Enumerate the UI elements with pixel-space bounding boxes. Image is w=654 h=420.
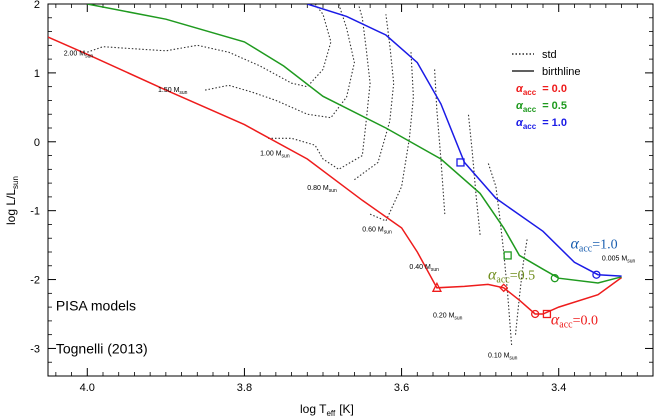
legend-label: std	[542, 49, 557, 61]
std-track-0.80	[354, 14, 395, 181]
legend: std birthline αacc = 0.0 αacc = 0.5 αacc = 1.0	[512, 49, 581, 131]
mass-label: 0.40 Msun	[409, 264, 439, 273]
y-tick-label: 2	[34, 0, 40, 11]
y-axis: -3 -2 -1 0 1 2	[30, 0, 653, 363]
curve-annotation: αacc=0.5	[488, 267, 535, 286]
std-track-1.50	[204, 4, 355, 119]
annotations: PISA models Tognelli (2013)	[56, 298, 148, 357]
std-tracks	[87, 4, 528, 346]
std-track-1.00	[268, 4, 371, 170]
curve-annotation: αacc=0.0	[551, 311, 598, 330]
std-track-0.40	[434, 69, 446, 215]
mass-label: 0.60 Msun	[362, 226, 392, 235]
curve-annotation: αacc=1.0	[571, 236, 618, 255]
marker-square	[456, 158, 465, 167]
y-tick-label: 0	[34, 137, 40, 149]
plot-frame	[47, 3, 654, 377]
legend-label: αacc = 1.0	[516, 117, 567, 131]
x-tick-label: 3.4	[551, 382, 566, 394]
y-tick-label: -1	[30, 206, 40, 218]
mass-label: 1.50 Msun	[158, 87, 188, 96]
legend-label: αacc = 0.5	[516, 100, 567, 114]
mass-label: 0.005 Msun	[602, 255, 636, 264]
birthline-series-0	[48, 36, 623, 315]
x-tick-label: 4.0	[80, 382, 95, 394]
curve-annotations: αacc=1.0 αacc=0.5 αacc=0.0	[488, 236, 618, 331]
marker-square	[542, 309, 552, 319]
mass-label: 0.20 Msun	[433, 312, 463, 321]
x-tick-label: 3.6	[394, 382, 409, 394]
legend-label: αacc = 0.0	[516, 83, 567, 97]
mass-label: 1.00 Msun	[260, 151, 290, 160]
y-tick-label: -3	[30, 343, 40, 355]
marker-circle	[550, 274, 559, 283]
y-tick-label: -2	[30, 275, 40, 287]
marker-diamond	[499, 283, 509, 293]
mass-label: 0.80 Msun	[307, 185, 337, 194]
series-markers	[431, 158, 601, 319]
legend-label: birthline	[542, 66, 581, 78]
y-axis-title: log L/Lsun	[4, 176, 20, 225]
marker-triangle	[431, 281, 442, 292]
x-tick-label: 3.8	[237, 382, 252, 394]
text-annotation: Tognelli (2013)	[56, 340, 148, 356]
x-axis: 4.0 3.8 3.6 3.4	[55, 4, 654, 394]
mass-label: 0.10 Msun	[488, 352, 518, 361]
x-axis-title: log Teff [K]	[300, 402, 354, 418]
birthline-series-1	[87, 4, 622, 284]
text-annotation: PISA models	[56, 298, 136, 314]
marker-circle	[592, 270, 601, 279]
marker-square	[503, 251, 512, 260]
birthline-series	[48, 4, 623, 315]
std-track-0.10	[487, 162, 513, 346]
std-track-0.60	[369, 52, 414, 222]
mass-labels: 2.00 Msun 1.50 Msun 1.00 Msun 0.80 Msun 0.60…	[64, 51, 636, 362]
mass-label: 2.00 Msun	[64, 51, 94, 60]
std-track-0.005	[514, 238, 528, 335]
marker-circle	[530, 309, 540, 319]
y-tick-label: 1	[34, 68, 40, 80]
